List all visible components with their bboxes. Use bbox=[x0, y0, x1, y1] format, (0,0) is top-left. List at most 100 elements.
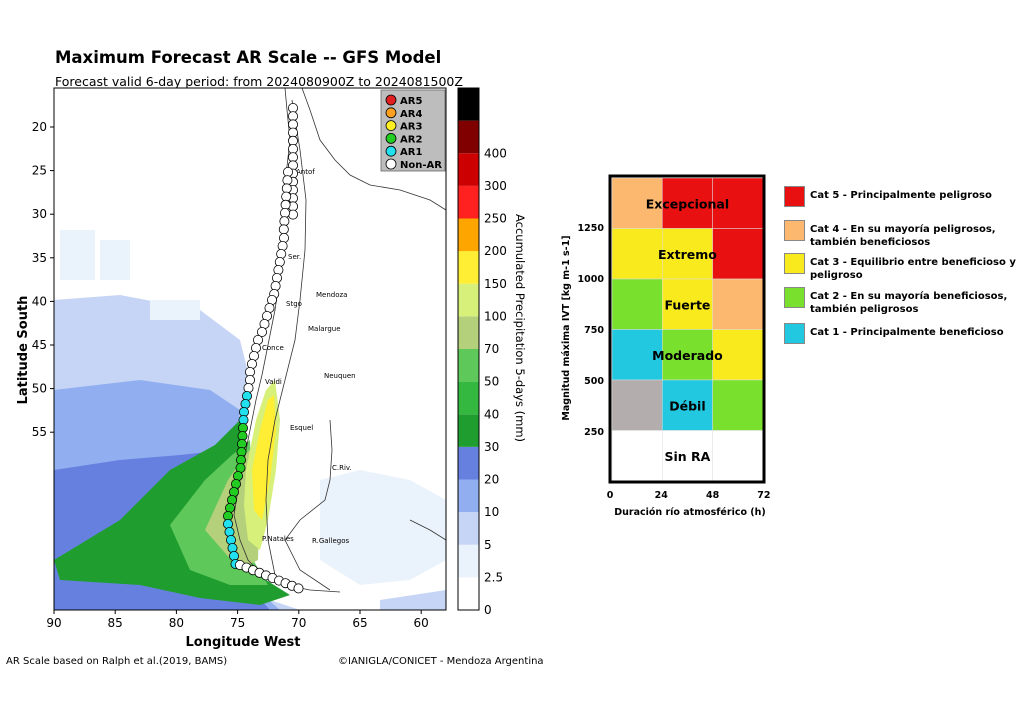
category-swatch bbox=[784, 186, 805, 207]
city-label: Mendoza bbox=[316, 291, 347, 299]
colorbar-segment bbox=[458, 577, 479, 610]
city-label: C.Riv. bbox=[332, 464, 352, 472]
city-label: Conce bbox=[262, 344, 284, 352]
colorbar-tick-label: 300 bbox=[484, 179, 507, 193]
scale-row-label: Fuerte bbox=[664, 297, 710, 312]
scale-x-tick: 24 bbox=[655, 490, 669, 501]
city-label: Valdi bbox=[265, 378, 282, 386]
lat-tick-label: 20 bbox=[32, 120, 47, 134]
category-label: Cat 1 - Principalmente beneficioso bbox=[810, 327, 1004, 338]
scale-y-tick: 750 bbox=[584, 325, 604, 336]
scale-y-tick: 250 bbox=[584, 427, 604, 438]
category-swatch bbox=[784, 323, 805, 344]
category-label: Cat 4 - En su mayoría peligrosos, tambié… bbox=[810, 224, 996, 248]
lat-tick-label: 50 bbox=[32, 382, 47, 396]
scale-cell bbox=[611, 430, 663, 482]
colorbar-tick-label: 100 bbox=[484, 309, 507, 323]
colorbar-segment bbox=[458, 153, 479, 186]
category-swatch bbox=[784, 253, 805, 274]
colorbar-tick-label: 40 bbox=[484, 407, 499, 421]
city-label: Stgo bbox=[286, 300, 302, 308]
ar-legend-marker bbox=[385, 132, 397, 144]
lon-tick-label: 75 bbox=[230, 616, 245, 630]
ar-scale-chart: Excepcional Extremo Fuerte Moderado Débil Sin… bbox=[611, 177, 764, 482]
scale-cell bbox=[611, 379, 663, 431]
ar-track-point bbox=[281, 183, 292, 194]
scale-x-title: Duración río atmosférico (h) bbox=[614, 507, 765, 518]
scale-cell bbox=[712, 430, 764, 482]
colorbar-tick-label: 150 bbox=[484, 277, 507, 291]
ar-track-point bbox=[225, 535, 236, 546]
scale-x-tick: 48 bbox=[706, 490, 720, 501]
lon-tick-label: 80 bbox=[169, 616, 184, 630]
ar-track-point bbox=[281, 191, 292, 202]
city-label: Malargue bbox=[308, 325, 341, 333]
scale-cell bbox=[611, 329, 663, 381]
ar-track-point bbox=[279, 207, 290, 218]
city-label: P.Natales bbox=[262, 535, 294, 543]
ar-legend-label: Non-AR bbox=[400, 160, 442, 171]
colorbar-segment bbox=[458, 349, 479, 382]
colorbar-segment bbox=[458, 512, 479, 545]
scale-y-tick: 1000 bbox=[578, 274, 605, 285]
colorbar-label: Accumulated Precipitation 5-days (mm) bbox=[513, 214, 527, 442]
lon-tick-label: 85 bbox=[108, 616, 123, 630]
lat-tick-label: 30 bbox=[32, 207, 47, 221]
category-swatch bbox=[784, 287, 805, 308]
ar-track-point bbox=[243, 382, 254, 393]
scale-cell bbox=[662, 430, 713, 482]
ar-track-point bbox=[282, 175, 293, 186]
ar-track-point bbox=[280, 199, 291, 210]
ar-legend-marker bbox=[385, 120, 397, 131]
scale-row-label: Débil bbox=[669, 398, 705, 413]
footer-credit: AR Scale based on Ralph et al.(2019, BAM… bbox=[6, 656, 228, 667]
scale-row-label: Excepcional bbox=[646, 196, 729, 211]
colorbar-tick-label: 400 bbox=[484, 146, 507, 160]
ar-legend-label: AR4 bbox=[400, 109, 422, 120]
scale-cell bbox=[712, 278, 764, 330]
scale-row-label: Extremo bbox=[658, 247, 717, 262]
scale-y-tick: 500 bbox=[584, 376, 604, 387]
scale-cell bbox=[611, 278, 663, 330]
ar-legend-marker bbox=[385, 145, 397, 157]
ar-track-point bbox=[224, 527, 235, 538]
lon-tick-label: 60 bbox=[414, 616, 429, 630]
scale-cell bbox=[611, 228, 663, 280]
colorbar-segment bbox=[458, 185, 479, 219]
scale-x-tick: 0 bbox=[607, 490, 614, 501]
lon-tick-label: 70 bbox=[291, 616, 306, 630]
colorbar-segment bbox=[458, 316, 479, 349]
scale-cell bbox=[712, 228, 764, 280]
map-frame bbox=[53, 87, 447, 611]
colorbar bbox=[458, 88, 479, 610]
ar-track bbox=[222, 103, 304, 594]
ar-track-point bbox=[282, 166, 293, 177]
map-subtitle: Forecast valid 6-day period: from 202408… bbox=[55, 74, 463, 89]
scale-y-tick: 1250 bbox=[578, 223, 605, 234]
lon-tick-label: 90 bbox=[46, 616, 61, 630]
ar-track-point bbox=[256, 326, 267, 337]
ar-track-point bbox=[293, 583, 304, 594]
ar-track-point bbox=[278, 224, 289, 235]
colorbar-tick-label: 50 bbox=[484, 375, 499, 389]
ar-track-point bbox=[287, 209, 298, 220]
category-label: Cat 5 - Principalmente peligroso bbox=[810, 190, 992, 201]
colorbar-segment bbox=[458, 446, 479, 480]
colorbar-tick-label: 70 bbox=[484, 342, 499, 356]
scale-x-tick: 72 bbox=[757, 490, 770, 501]
scale-cell bbox=[712, 177, 764, 229]
lat-tick-label: 55 bbox=[32, 425, 47, 439]
scale-row-label: Moderado bbox=[652, 348, 723, 363]
ar-track-point bbox=[241, 390, 252, 401]
colorbar-tick-label: 5 bbox=[484, 538, 492, 552]
ar-track-point bbox=[279, 216, 290, 227]
lat-tick-label: 45 bbox=[32, 338, 47, 352]
colorbar-segment bbox=[458, 381, 479, 415]
ar-track-point bbox=[228, 551, 239, 562]
city-label: Ser. bbox=[288, 253, 301, 261]
city-label: R.Gallegos bbox=[312, 537, 349, 545]
colorbar-segment bbox=[458, 251, 479, 284]
ar-legend-label: AR2 bbox=[400, 134, 422, 145]
